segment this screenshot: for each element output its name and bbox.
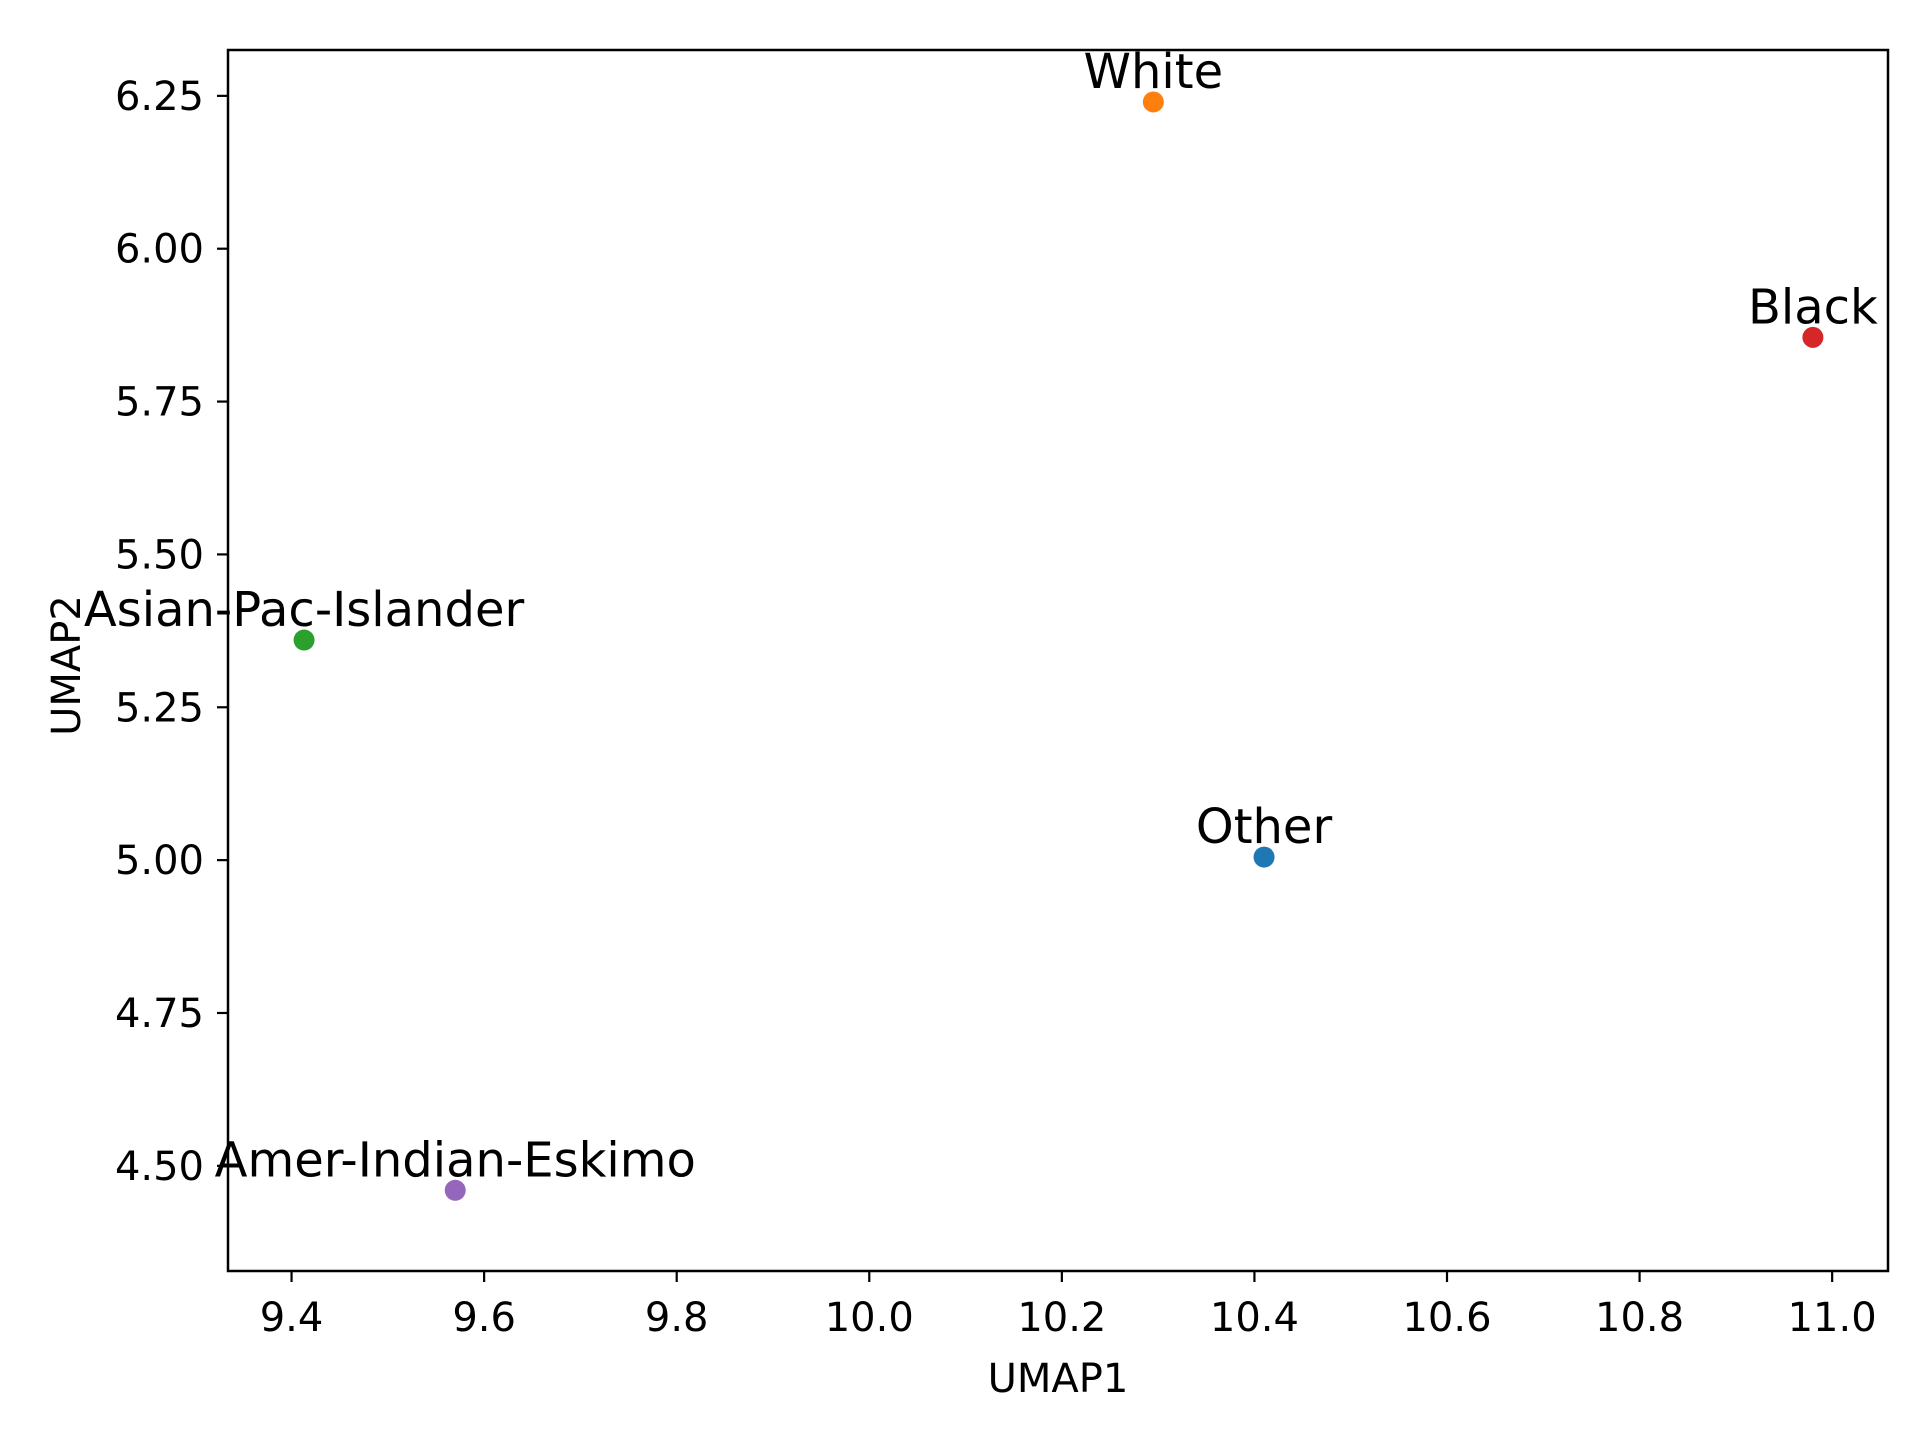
y-axis: 4.50 4.75 5.00 5.25 5.50 5.75 6.00 6.25	[115, 74, 228, 1190]
point-label: Other	[1196, 799, 1333, 855]
x-axis-label: UMAP1	[988, 1356, 1129, 1402]
x-tick-label: 10.6	[1402, 1295, 1491, 1341]
x-tick-label: 11.0	[1788, 1295, 1877, 1341]
x-axis: 9.4 9.6 9.8 10.0 10.2 10.4 10.6 10.8 11.0	[260, 1271, 1877, 1341]
y-tick-label: 6.00	[115, 227, 204, 273]
y-tick-label: 5.75	[115, 380, 204, 426]
x-tick-label: 9.6	[452, 1295, 516, 1341]
x-tick-label: 9.8	[645, 1295, 709, 1341]
y-tick-label: 4.75	[115, 991, 204, 1037]
data-point	[293, 629, 315, 651]
data-point	[1802, 326, 1824, 348]
y-axis-label: UMAP2	[44, 595, 90, 736]
point-label: Black	[1748, 279, 1878, 335]
x-tick-label: 10.4	[1210, 1295, 1299, 1341]
x-tick-label: 10.8	[1595, 1295, 1684, 1341]
x-tick-label: 10.0	[825, 1295, 914, 1341]
plot-frame	[226, 48, 1890, 1273]
y-tick-label: 5.50	[115, 532, 204, 578]
data-point	[1253, 846, 1275, 868]
y-tick-label: 5.25	[115, 685, 204, 731]
data-point	[444, 1179, 466, 1201]
x-tick-label: 9.4	[260, 1295, 324, 1341]
y-tick-label: 6.25	[115, 74, 204, 120]
y-tick-label: 5.00	[115, 838, 204, 884]
data-point	[1142, 91, 1164, 113]
point-label: Amer-Indian-Eskimo	[215, 1132, 696, 1188]
point-label: White	[1084, 44, 1224, 100]
y-tick-label: 4.50	[115, 1144, 204, 1190]
data-points: Other White Asian-Pac-Islander Black Amer-In…	[84, 44, 1878, 1201]
point-label: Asian-Pac-Islander	[84, 582, 525, 638]
x-tick-label: 10.2	[1017, 1295, 1106, 1341]
